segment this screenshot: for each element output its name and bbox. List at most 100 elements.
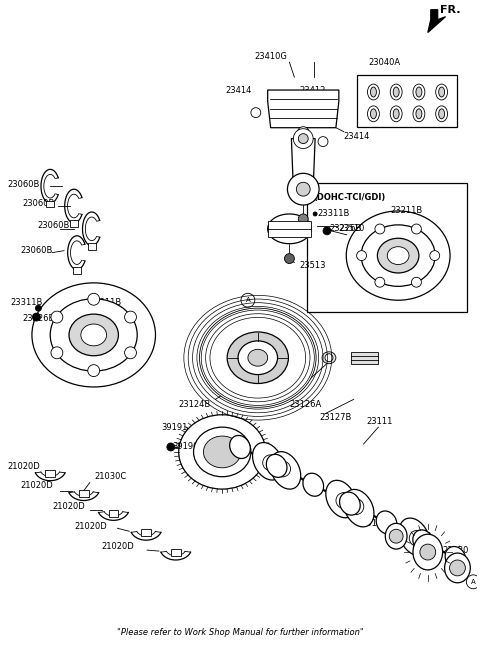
Circle shape <box>336 492 352 509</box>
Circle shape <box>297 127 309 138</box>
Ellipse shape <box>322 352 336 364</box>
Circle shape <box>125 347 136 358</box>
Text: FR.: FR. <box>440 5 460 15</box>
Polygon shape <box>268 214 311 229</box>
Ellipse shape <box>326 481 356 518</box>
Text: 21030C: 21030C <box>95 472 127 481</box>
Text: 23126A: 23126A <box>289 400 322 409</box>
Ellipse shape <box>439 109 444 119</box>
Bar <box>73 267 81 274</box>
Text: 23060B: 23060B <box>23 199 55 208</box>
Bar <box>141 530 151 536</box>
Text: 23125: 23125 <box>361 519 388 528</box>
Text: 21020D: 21020D <box>74 522 107 531</box>
Ellipse shape <box>252 443 283 480</box>
Text: 23060B: 23060B <box>37 221 70 231</box>
Ellipse shape <box>444 553 470 582</box>
Circle shape <box>263 455 278 471</box>
Text: (DOHC-TCI/GDI): (DOHC-TCI/GDI) <box>313 193 385 202</box>
Text: 39190A: 39190A <box>173 443 205 451</box>
Ellipse shape <box>339 492 360 515</box>
Polygon shape <box>428 10 445 33</box>
Circle shape <box>251 108 261 118</box>
Circle shape <box>389 530 403 543</box>
Text: A: A <box>246 297 250 303</box>
Ellipse shape <box>416 87 422 97</box>
Ellipse shape <box>32 283 156 387</box>
Circle shape <box>275 461 290 477</box>
Bar <box>307 183 468 312</box>
Ellipse shape <box>385 523 407 549</box>
Ellipse shape <box>416 109 422 119</box>
Circle shape <box>88 293 100 305</box>
Ellipse shape <box>413 530 433 553</box>
Ellipse shape <box>387 247 409 264</box>
Bar <box>171 549 180 556</box>
Ellipse shape <box>399 518 430 556</box>
Circle shape <box>375 278 385 287</box>
Text: 23060B: 23060B <box>21 246 53 255</box>
Circle shape <box>375 224 385 234</box>
Circle shape <box>323 227 331 235</box>
Circle shape <box>51 311 63 323</box>
Circle shape <box>325 354 333 362</box>
Circle shape <box>296 182 310 196</box>
Text: 23226B: 23226B <box>23 313 55 323</box>
Ellipse shape <box>361 225 435 287</box>
Ellipse shape <box>413 106 425 121</box>
Text: 23311B: 23311B <box>11 298 43 307</box>
Text: 23410G: 23410G <box>255 52 288 61</box>
Text: 23060B: 23060B <box>8 180 40 189</box>
Ellipse shape <box>238 341 277 375</box>
Circle shape <box>409 530 425 546</box>
Text: 23124B: 23124B <box>179 400 211 409</box>
Text: A: A <box>471 579 476 585</box>
Ellipse shape <box>368 84 379 100</box>
Text: 23211B: 23211B <box>90 298 122 307</box>
Text: 23226B: 23226B <box>329 225 361 233</box>
Text: 23510: 23510 <box>339 225 365 233</box>
Bar <box>268 221 311 237</box>
Text: 23211B: 23211B <box>390 206 422 215</box>
Ellipse shape <box>270 452 300 489</box>
Ellipse shape <box>377 238 419 273</box>
Circle shape <box>450 560 466 576</box>
Ellipse shape <box>227 332 288 383</box>
Ellipse shape <box>69 314 119 356</box>
Ellipse shape <box>376 511 397 534</box>
Circle shape <box>51 347 63 358</box>
Ellipse shape <box>436 106 447 121</box>
Text: "Please refer to Work Shop Manual for further information": "Please refer to Work Shop Manual for fu… <box>117 628 363 637</box>
Circle shape <box>357 251 367 261</box>
Ellipse shape <box>248 349 268 366</box>
Ellipse shape <box>266 454 287 477</box>
Polygon shape <box>268 90 339 128</box>
Ellipse shape <box>81 324 107 346</box>
Circle shape <box>298 134 308 144</box>
Bar <box>45 470 55 477</box>
Circle shape <box>348 499 364 515</box>
Ellipse shape <box>204 436 241 468</box>
Bar <box>70 220 78 227</box>
Text: 23412: 23412 <box>300 86 326 95</box>
Ellipse shape <box>393 87 399 97</box>
Polygon shape <box>268 229 311 244</box>
Text: 23040A: 23040A <box>369 57 401 67</box>
Circle shape <box>411 278 421 287</box>
Circle shape <box>125 311 136 323</box>
Bar <box>108 509 119 517</box>
Text: 23311B: 23311B <box>317 210 349 219</box>
Bar <box>351 352 378 364</box>
Ellipse shape <box>371 109 376 119</box>
Text: 23414: 23414 <box>225 86 252 95</box>
Ellipse shape <box>200 308 316 407</box>
Bar <box>88 243 96 250</box>
Bar <box>357 75 457 127</box>
Text: 21020D: 21020D <box>21 481 53 490</box>
Bar <box>46 200 54 208</box>
Circle shape <box>88 364 100 377</box>
Ellipse shape <box>229 436 251 458</box>
Ellipse shape <box>346 211 450 300</box>
Circle shape <box>420 544 436 560</box>
Text: 23414: 23414 <box>344 132 370 141</box>
